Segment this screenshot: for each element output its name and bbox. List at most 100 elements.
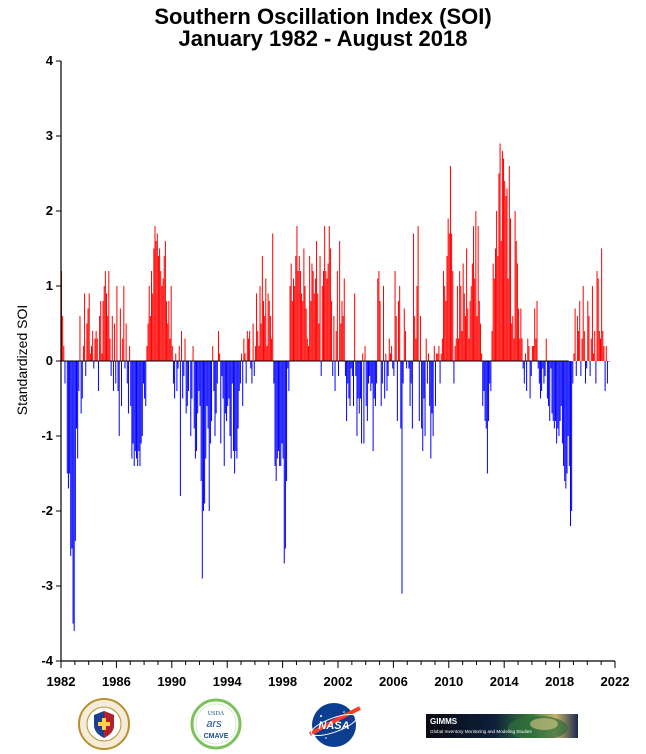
bar-negative [346,361,348,421]
bar-negative [595,361,597,384]
bar-negative [522,361,524,369]
bar-negative [138,361,140,451]
bar-positive [96,338,98,361]
bar-negative [366,361,368,421]
bar-positive [588,316,590,361]
bar-negative [550,361,552,369]
bar-positive [475,211,477,361]
bar-positive [470,286,472,361]
bar-positive [123,286,125,361]
bar-positive [582,286,584,361]
bar-positive [259,286,261,361]
bar-positive [461,331,463,361]
bar-positive [326,278,328,361]
bar-positive [175,353,177,361]
bar-negative [76,361,78,429]
bar-positive [498,173,500,361]
bar-positive [576,316,578,361]
bar-positive [515,241,517,361]
y-tick-label: -1 [41,428,53,443]
bar-positive [294,286,296,361]
y-tick-label: -3 [41,578,53,593]
bar-positive [184,338,186,361]
bar-positive [602,331,604,361]
bar-positive [507,278,509,361]
bar-negative [174,361,176,399]
bar-positive [303,248,305,361]
bar-positive [95,331,97,361]
bar-positive [514,211,516,361]
bar-positive [246,331,248,361]
bar-positive [108,271,110,361]
bar-positive [456,286,458,361]
bar-negative [376,361,378,384]
bar-positive [146,346,148,361]
bar-positive [257,331,259,361]
bar-positive [125,323,127,361]
bar-negative [176,361,178,391]
bar-positive [533,346,535,361]
bar-negative [482,361,484,406]
bar-positive [318,323,320,361]
bar-negative [541,361,543,391]
bar-positive [503,158,505,361]
bar-positive [86,323,88,361]
bar-positive [415,338,417,361]
bar-positive [63,346,65,361]
bar-positive [436,353,438,361]
bar-positive [260,323,262,361]
bar-negative [97,361,99,391]
gimms-subtitle: Global Inventory Monitoring and Modeling… [430,729,532,734]
bar-positive [494,248,496,361]
bar-negative [141,361,143,436]
bar-positive [336,271,338,361]
bar-negative [140,361,142,444]
bar-positive [445,301,447,361]
bar-positive [535,338,537,361]
bar-positive [341,301,343,361]
bar-negative [117,361,119,391]
bar-negative [606,361,608,384]
bar-positive [501,151,503,361]
bar-positive [171,346,173,361]
bar-negative [80,361,82,414]
bar-negative [253,361,255,376]
bar-positive [151,271,153,361]
bar-negative [133,361,135,466]
bar-negative [549,361,551,421]
bar-negative [564,361,566,481]
bar-positive [82,346,84,361]
bar-positive [440,353,442,361]
bar-positive [161,286,163,361]
bar-negative [368,361,370,384]
bar-negative [396,361,398,421]
bar-negative [334,361,336,391]
bar-negative [575,361,577,376]
bar-negative [284,361,286,549]
bar-positive [506,188,508,361]
bar-positive [428,353,430,361]
bar-positive [520,308,522,361]
bar-negative [371,361,373,384]
bar-negative [557,361,559,429]
bar-negative [408,361,410,369]
bar-positive [267,293,269,361]
bar-negative [543,361,545,384]
bar-negative [78,361,80,391]
bar-negative [430,361,432,459]
bar-positive [491,331,493,361]
bar-negative [537,361,539,369]
bar-positive [599,338,601,361]
bar-negative [245,361,247,384]
bar-positive [379,301,381,361]
bar-negative [400,361,402,429]
bar-negative [231,361,233,384]
bar-positive [594,331,596,361]
bar-positive [596,271,598,361]
bar-negative [369,361,371,376]
bar-positive [583,331,585,361]
bar-negative [544,361,546,376]
bar-positive [438,346,440,361]
bar-negative [548,361,550,406]
bar-positive [252,323,254,361]
